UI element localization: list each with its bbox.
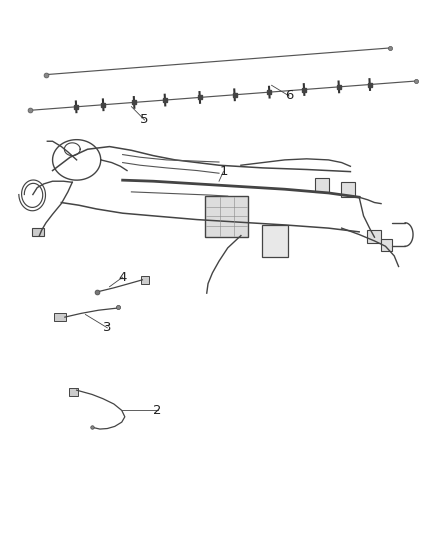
FancyBboxPatch shape bbox=[262, 225, 288, 257]
Text: 5: 5 bbox=[140, 114, 149, 126]
Text: 1: 1 bbox=[219, 165, 228, 178]
Text: 3: 3 bbox=[103, 321, 112, 334]
FancyBboxPatch shape bbox=[69, 388, 78, 396]
FancyBboxPatch shape bbox=[205, 196, 248, 237]
FancyBboxPatch shape bbox=[32, 228, 44, 236]
FancyBboxPatch shape bbox=[141, 276, 149, 284]
FancyBboxPatch shape bbox=[381, 239, 392, 251]
FancyBboxPatch shape bbox=[315, 178, 329, 192]
Text: 4: 4 bbox=[118, 271, 127, 284]
FancyBboxPatch shape bbox=[54, 313, 66, 321]
FancyBboxPatch shape bbox=[341, 182, 355, 197]
Text: 2: 2 bbox=[153, 404, 162, 417]
Text: 6: 6 bbox=[285, 90, 293, 102]
FancyBboxPatch shape bbox=[367, 230, 381, 243]
